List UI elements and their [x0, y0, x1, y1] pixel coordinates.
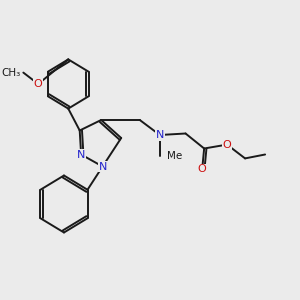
Text: Me: Me [167, 151, 182, 161]
Text: O: O [223, 140, 231, 150]
Text: N: N [156, 130, 164, 140]
Text: N: N [77, 149, 85, 160]
Text: O: O [34, 79, 43, 89]
Text: N: N [98, 161, 107, 172]
Text: O: O [198, 164, 206, 175]
Text: CH₃: CH₃ [1, 68, 20, 78]
